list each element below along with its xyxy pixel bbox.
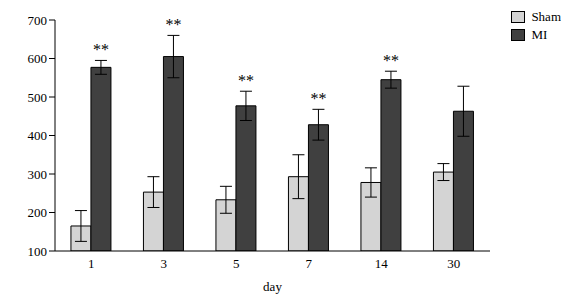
svg-text:300: 300 bbox=[28, 167, 48, 182]
svg-text:14: 14 bbox=[375, 256, 389, 271]
svg-text:3: 3 bbox=[161, 256, 168, 271]
html-text:MI: MI bbox=[531, 27, 548, 42]
svg-text:5: 5 bbox=[233, 256, 240, 271]
svg-text:700: 700 bbox=[28, 13, 48, 28]
svg-text:7: 7 bbox=[306, 256, 313, 271]
html-text:Sham: Sham bbox=[531, 9, 561, 24]
svg-text:**: ** bbox=[165, 16, 181, 33]
svg-text:400: 400 bbox=[28, 128, 48, 143]
svg-text:200: 200 bbox=[28, 205, 48, 220]
svg-text:1: 1 bbox=[88, 256, 95, 271]
svg-text:500: 500 bbox=[28, 90, 48, 105]
svg-text:**: ** bbox=[93, 41, 109, 58]
svg-text:**: ** bbox=[238, 72, 254, 89]
svg-text:**: ** bbox=[383, 52, 399, 69]
svg-text:100: 100 bbox=[28, 244, 48, 259]
svg-text:day: day bbox=[263, 279, 282, 294]
svg-text:**: ** bbox=[310, 90, 326, 107]
svg-text:30: 30 bbox=[447, 256, 460, 271]
svg-text:600: 600 bbox=[28, 51, 48, 66]
